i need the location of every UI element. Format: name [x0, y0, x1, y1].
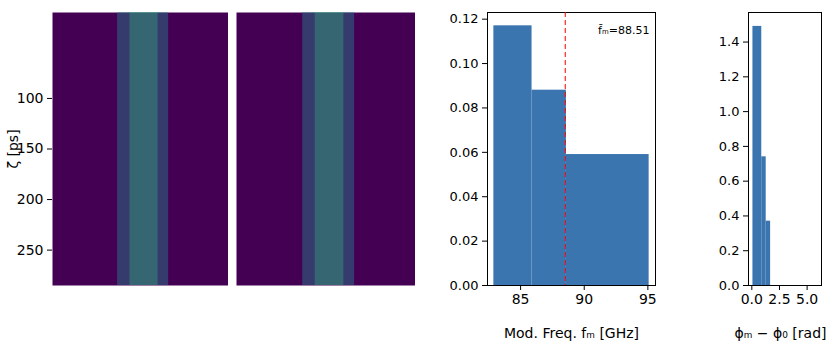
svg-text:90: 90 — [575, 291, 593, 307]
svg-text:0.4: 0.4 — [719, 208, 740, 223]
svg-text:f̄ₘ=88.51: f̄ₘ=88.51 — [598, 24, 649, 37]
svg-text:2.5: 2.5 — [768, 291, 790, 307]
svg-text:ζ [ps]: ζ [ps] — [5, 129, 21, 168]
svg-text:0.6: 0.6 — [719, 173, 740, 188]
svg-text:0.00: 0.00 — [450, 278, 479, 293]
svg-text:0.02: 0.02 — [450, 233, 479, 248]
svg-text:0.08: 0.08 — [450, 100, 479, 115]
svg-text:85: 85 — [512, 291, 530, 307]
svg-text:0.06: 0.06 — [450, 144, 479, 159]
svg-text:0.04: 0.04 — [450, 189, 479, 204]
svg-text:0.8: 0.8 — [719, 139, 740, 154]
svg-text:150: 150 — [16, 140, 44, 157]
svg-text:95: 95 — [639, 291, 657, 307]
svg-text:0.12: 0.12 — [450, 11, 479, 26]
svg-text:1.0: 1.0 — [719, 104, 740, 119]
svg-text:0.0: 0.0 — [719, 278, 740, 293]
svg-text:0.10: 0.10 — [450, 56, 479, 71]
svg-text:ϕₘ − ϕ₀ [rad]: ϕₘ − ϕ₀ [rad] — [734, 325, 826, 341]
svg-text:200: 200 — [17, 191, 44, 207]
svg-text:0.0: 0.0 — [741, 291, 763, 307]
svg-text:100: 100 — [17, 90, 44, 106]
svg-text:Mod. Freq. fₘ [GHz]: Mod. Freq. fₘ [GHz] — [504, 325, 639, 341]
svg-text:250: 250 — [17, 242, 44, 258]
svg-text:5.0: 5.0 — [796, 291, 818, 307]
svg-text:0.2: 0.2 — [719, 243, 740, 258]
svg-text:1.2: 1.2 — [719, 69, 740, 84]
svg-text:1.4: 1.4 — [719, 34, 740, 49]
